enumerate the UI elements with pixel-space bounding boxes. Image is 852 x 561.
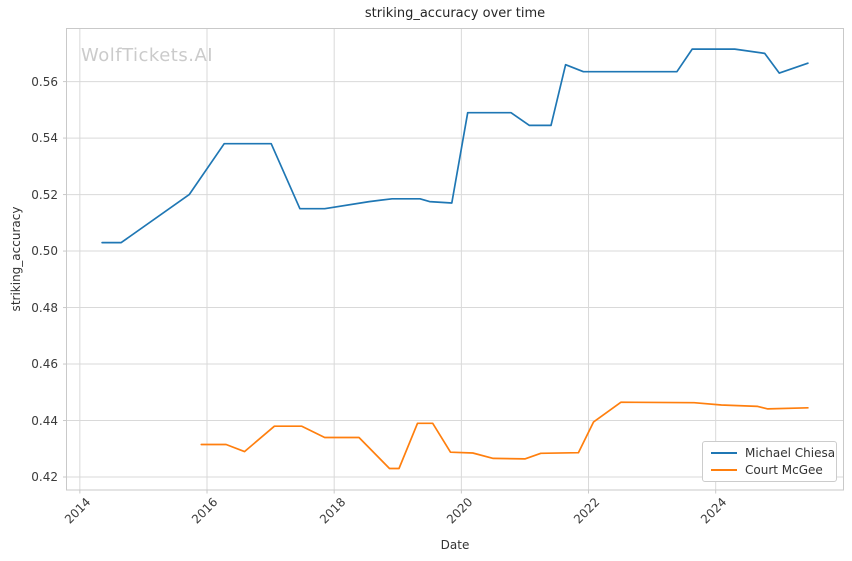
y-tick-label: 0.44 — [31, 413, 58, 428]
legend-line-sample-blue — [711, 452, 737, 454]
legend-label-michael-chiesa: Michael Chiesa — [745, 446, 836, 460]
legend-item-michael-chiesa: Michael Chiesa — [711, 446, 836, 460]
y-tick-label: 0.52 — [31, 187, 58, 202]
y-tick-label: 0.42 — [31, 470, 58, 484]
series-line-court-mcgee — [200, 401, 809, 470]
legend: Michael Chiesa Court McGee — [702, 441, 837, 482]
legend-label-court-mcgee: Court McGee — [745, 463, 823, 477]
y-tick-label: 0.50 — [31, 244, 58, 259]
watermark: WolfTickets.AI — [81, 45, 214, 66]
chart-title: striking_accuracy over time — [364, 6, 546, 21]
legend-item-court-mcgee: Court McGee — [711, 463, 836, 477]
y-tick-label: 0.48 — [31, 300, 58, 315]
y-tick-label: 0.56 — [31, 74, 58, 89]
x-axis-label: Date — [440, 538, 470, 552]
plot-border — [66, 28, 844, 491]
y-tick-label: 0.54 — [31, 131, 58, 146]
legend-line-sample-orange — [711, 469, 737, 471]
y-axis-label: striking_accuracy — [9, 206, 23, 312]
series-line-michael-chiesa — [101, 48, 809, 244]
y-tick-label: 0.46 — [31, 357, 58, 372]
